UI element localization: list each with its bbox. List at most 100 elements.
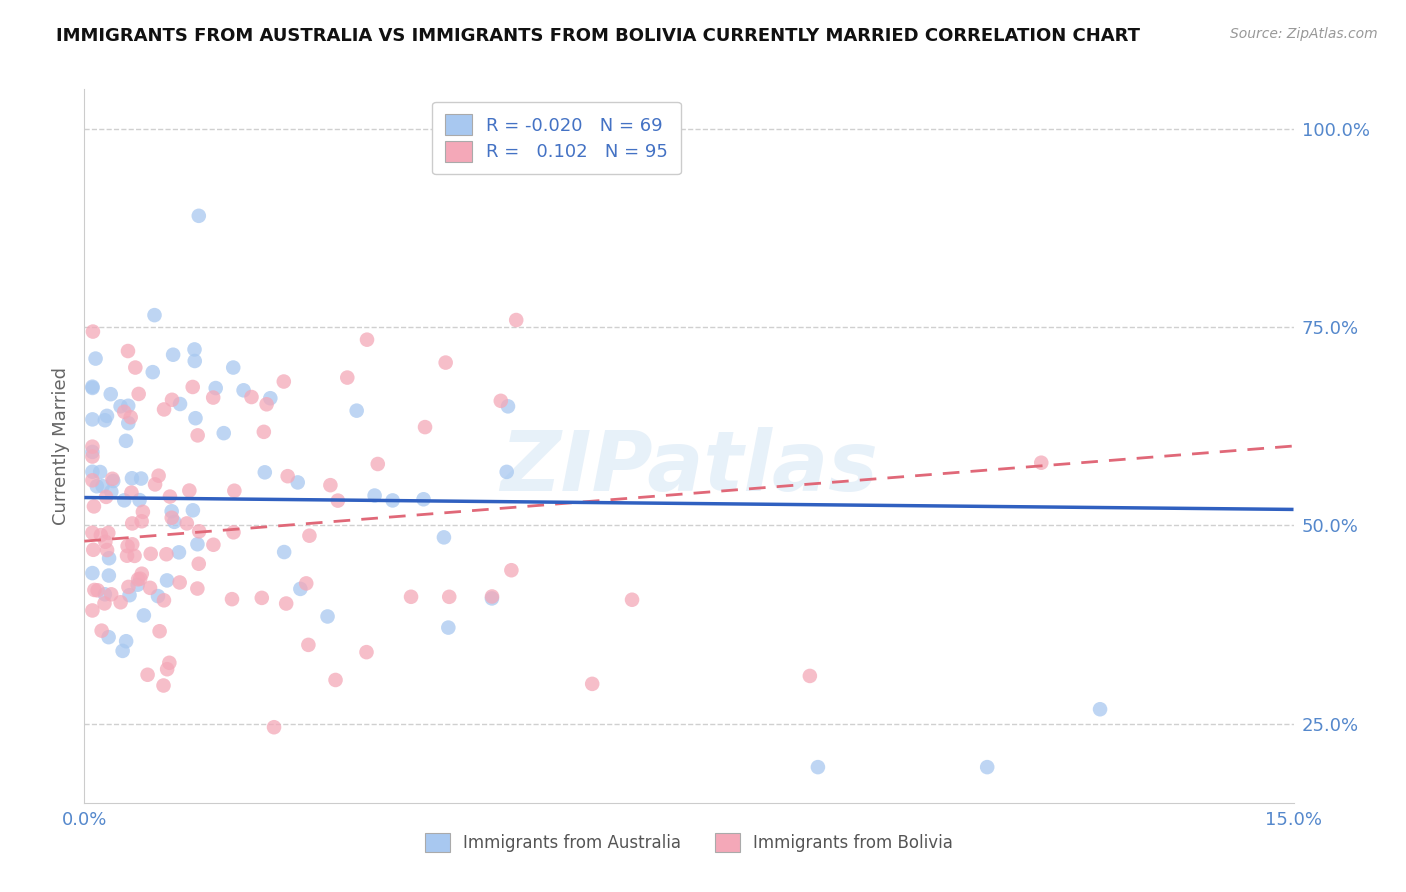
Point [157, 656, 180, 670]
Point [121, 471, 143, 485]
Point [160, 510, 183, 524]
Point [259, 391, 281, 405]
Point [129, 572, 152, 586]
Y-axis label: Currently Married: Currently Married [52, 367, 70, 525]
Point [136, 667, 159, 681]
Point [367, 457, 389, 471]
Point [82, 440, 104, 454]
Point [117, 539, 139, 553]
Point [253, 425, 276, 439]
Point [117, 344, 139, 359]
Point [240, 390, 263, 404]
Point [169, 397, 191, 411]
Point [481, 591, 503, 606]
Point [82, 445, 104, 459]
Point [110, 595, 132, 609]
Point [127, 578, 149, 592]
Point [319, 478, 342, 492]
Point [82, 380, 104, 394]
Point [82, 473, 104, 487]
Point [121, 516, 143, 531]
Point [326, 493, 349, 508]
Point [149, 624, 172, 639]
Point [263, 720, 285, 734]
Point [250, 591, 273, 605]
Point [163, 515, 186, 529]
Point [86, 583, 108, 598]
Point [807, 760, 830, 774]
Point [152, 678, 174, 692]
Point [98, 551, 121, 566]
Point [277, 469, 299, 483]
Text: IMMIGRANTS FROM AUSTRALIA VS IMMIGRANTS FROM BOLIVIA CURRENTLY MARRIED CORRELATI: IMMIGRANTS FROM AUSTRALIA VS IMMIGRANTS … [56, 27, 1140, 45]
Point [413, 420, 436, 434]
Point [186, 582, 208, 596]
Point [356, 333, 378, 347]
Point [117, 580, 139, 594]
Point [82, 465, 104, 479]
Point [82, 542, 104, 557]
Point [221, 592, 243, 607]
Point [93, 596, 115, 610]
Point [129, 471, 152, 485]
Point [143, 308, 166, 322]
Point [97, 568, 120, 582]
Point [127, 572, 149, 586]
Text: Source: ZipAtlas.com: Source: ZipAtlas.com [1230, 27, 1378, 41]
Point [1088, 702, 1111, 716]
Point [131, 514, 153, 528]
Point [96, 543, 118, 558]
Point [97, 525, 120, 540]
Point [159, 490, 181, 504]
Point [103, 474, 125, 488]
Point [187, 428, 209, 442]
Point [434, 355, 457, 369]
Point [160, 504, 183, 518]
Point [91, 479, 114, 493]
Point [222, 360, 245, 375]
Point [96, 409, 118, 423]
Point [82, 412, 104, 426]
Point [181, 380, 204, 394]
Point [273, 545, 295, 559]
Point [117, 399, 139, 413]
Point [481, 590, 503, 604]
Text: ZIPatlas: ZIPatlas [501, 427, 877, 508]
Point [433, 530, 456, 544]
Point [976, 760, 998, 774]
Point [90, 624, 112, 638]
Point [82, 381, 104, 395]
Point [82, 566, 104, 580]
Point [94, 587, 117, 601]
Point [94, 534, 117, 549]
Point [186, 537, 208, 551]
Point [115, 634, 138, 648]
Point [112, 493, 135, 508]
Legend: Immigrants from Australia, Immigrants from Bolivia: Immigrants from Australia, Immigrants fr… [419, 827, 959, 859]
Point [115, 434, 138, 448]
Point [118, 588, 141, 602]
Point [160, 392, 183, 407]
Point [496, 400, 519, 414]
Point [621, 592, 644, 607]
Point [94, 490, 117, 504]
Point [356, 645, 378, 659]
Point [232, 384, 254, 398]
Point [83, 582, 105, 597]
Point [399, 590, 422, 604]
Point [132, 505, 155, 519]
Point [212, 426, 235, 441]
Point [439, 590, 461, 604]
Point [167, 545, 190, 559]
Point [153, 402, 176, 417]
Point [128, 387, 150, 401]
Point [187, 209, 209, 223]
Point [1031, 456, 1053, 470]
Point [162, 348, 184, 362]
Point [84, 351, 107, 366]
Point [146, 589, 169, 603]
Point [82, 525, 104, 540]
Point [101, 472, 124, 486]
Point [110, 399, 132, 413]
Point [224, 483, 246, 498]
